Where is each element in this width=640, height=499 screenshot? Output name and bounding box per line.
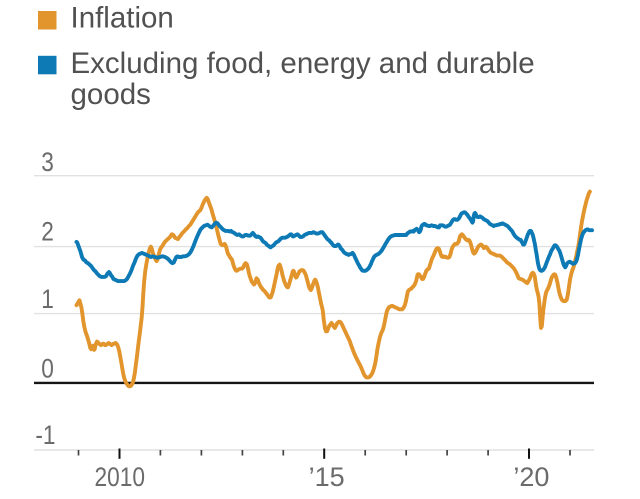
svg-text:’15: ’15 [309, 462, 345, 492]
svg-text:0: 0 [41, 353, 54, 383]
svg-text:Inflation: Inflation [71, 2, 174, 35]
svg-text:3: 3 [41, 147, 54, 177]
svg-text:1: 1 [41, 284, 54, 314]
svg-text:-1: -1 [35, 420, 55, 450]
svg-text:Excluding food, energy and dur: Excluding food, energy and durable [71, 47, 535, 80]
svg-text:2010: 2010 [95, 462, 145, 492]
svg-text:goods: goods [71, 78, 151, 111]
svg-text:’20: ’20 [513, 462, 549, 492]
svg-text:2: 2 [41, 217, 54, 247]
